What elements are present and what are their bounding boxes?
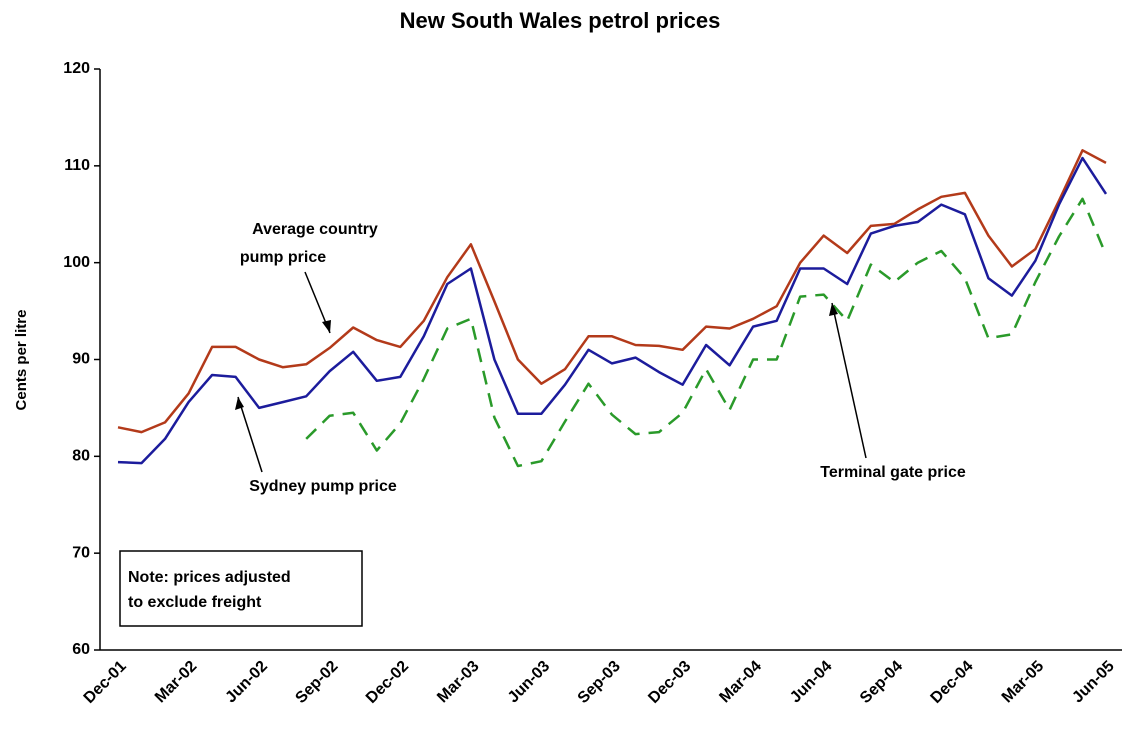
annotation: Average country bbox=[252, 221, 378, 238]
x-tick-label: Jun-02 bbox=[222, 658, 271, 707]
annotation: Terminal gate price bbox=[820, 464, 966, 481]
series-line bbox=[117, 149, 1107, 434]
x-tick-label: Mar-03 bbox=[434, 658, 483, 707]
annotation-arrow bbox=[237, 396, 263, 473]
x-tick-label: Mar-04 bbox=[716, 658, 765, 707]
x-tick-label: Jun-05 bbox=[1069, 658, 1118, 707]
y-tick-label: 80 bbox=[72, 448, 90, 465]
y-tick-label: 110 bbox=[64, 157, 90, 174]
x-tick-label: Jun-04 bbox=[787, 658, 836, 707]
y-tick-label: 70 bbox=[72, 544, 90, 561]
annotation: pump price bbox=[240, 249, 326, 266]
x-tick-label: Sep-02 bbox=[292, 658, 341, 707]
x-tick-label: Dec-04 bbox=[928, 658, 977, 707]
x-tick-label: Dec-03 bbox=[645, 658, 694, 707]
annotation: Sydney pump price bbox=[249, 478, 397, 495]
x-tick-label: Jun-03 bbox=[505, 658, 554, 707]
annotation-arrow bbox=[831, 302, 867, 459]
y-tick-label: 100 bbox=[63, 254, 90, 271]
x-tick-label: Sep-03 bbox=[575, 658, 624, 707]
y-tick-label: 60 bbox=[72, 641, 90, 658]
x-tick-label: Mar-02 bbox=[152, 658, 201, 707]
x-tick-label: Dec-02 bbox=[363, 658, 412, 707]
x-tick-label: Mar-05 bbox=[999, 658, 1048, 707]
x-tick-label: Sep-04 bbox=[857, 658, 906, 707]
y-tick-label: 120 bbox=[63, 60, 90, 77]
y-tick-label: 90 bbox=[72, 351, 90, 368]
arrow-head bbox=[322, 320, 331, 333]
series-line bbox=[117, 156, 1108, 465]
arrow-head bbox=[829, 303, 838, 316]
y-axis-label: Cents per litre bbox=[13, 310, 30, 411]
note-text: to exclude freight bbox=[128, 594, 262, 611]
chart-title: New South Wales petrol prices bbox=[400, 8, 721, 33]
note-text: Note: prices adjusted bbox=[128, 569, 291, 586]
note-box bbox=[119, 550, 363, 627]
x-tick-label: Dec-01 bbox=[81, 658, 130, 707]
arrow-head bbox=[235, 397, 244, 410]
